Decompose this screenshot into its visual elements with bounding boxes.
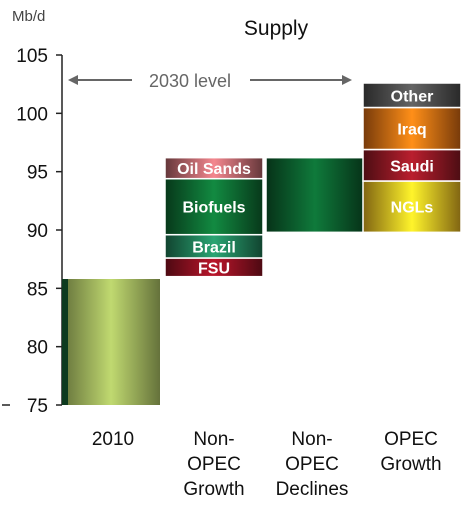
y-tick-label: 100 <box>16 104 48 125</box>
bar-group <box>62 279 160 405</box>
bar-group: NGLs Saudi Iraq Other <box>362 82 462 234</box>
segment-label: Iraq <box>397 122 426 139</box>
category-label: Non- <box>291 429 332 450</box>
category-label: 2010 <box>92 429 134 450</box>
y-tick-label: 80 <box>27 338 48 359</box>
category-label: Declines <box>276 479 349 500</box>
bar-group <box>265 156 365 234</box>
category-label: OPEC <box>285 454 339 475</box>
bar-edge <box>62 279 68 405</box>
y-axis-unit: Mb/d <box>12 8 45 25</box>
annotation-label: 2030 level <box>149 71 231 91</box>
bar-group: FSU Brazil Biofuels Oil Sands <box>164 156 264 278</box>
segment-label: Biofuels <box>182 200 245 217</box>
bar-segment <box>164 177 264 236</box>
y-axis: 75 80 85 90 95 100 105 <box>2 46 63 417</box>
bar-segment <box>62 279 160 405</box>
segment-label: Oil Sands <box>177 161 251 178</box>
y-tick-label: 90 <box>27 221 48 242</box>
y-tick-label: 105 <box>16 46 48 67</box>
segment-label: Other <box>391 88 434 105</box>
category-label: Non- <box>193 429 234 450</box>
category-label: Growth <box>380 454 441 475</box>
bars: FSU Brazil Biofuels Oil Sands NGLs Saudi Iraq O… <box>62 82 462 405</box>
y-tick-label: 75 <box>27 396 48 417</box>
level-annotation: 2030 level <box>68 71 352 91</box>
segment-label: Saudi <box>390 158 434 175</box>
arrow-head-left <box>68 75 78 85</box>
bar-segment <box>265 156 365 234</box>
y-tick-label: 95 <box>27 163 48 184</box>
category-labels: 2010 Non- OPEC Growth Non- OPEC Declines OPEC Gr… <box>92 429 442 500</box>
category-label: Growth <box>183 479 244 500</box>
arrow-head-right <box>342 75 352 85</box>
segment-label: Brazil <box>192 239 236 256</box>
category-label: OPEC <box>384 429 438 450</box>
segment-label: FSU <box>198 260 230 277</box>
bar-segment <box>362 82 462 109</box>
bar-segment <box>164 156 264 180</box>
segment-label: NGLs <box>391 200 434 217</box>
chart-title: Supply <box>244 17 309 40</box>
category-label: OPEC <box>187 454 241 475</box>
y-tick-label: 85 <box>27 279 48 300</box>
